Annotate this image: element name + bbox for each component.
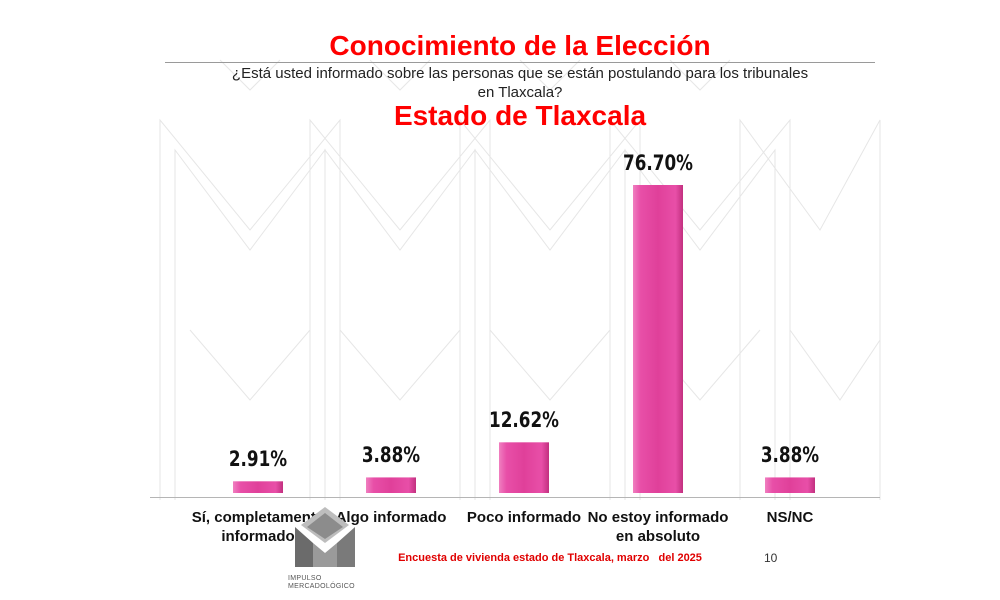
impulso-mercadologico-logo bbox=[295, 507, 355, 567]
value-label-0: 2.91% bbox=[228, 447, 288, 472]
bar-0 bbox=[233, 481, 283, 493]
value-label-3: 76.70% bbox=[623, 151, 693, 175]
bar-4 bbox=[765, 477, 815, 493]
category-label-0-line-1: informado bbox=[221, 528, 295, 545]
category-label-1: Algo informado bbox=[316, 508, 466, 527]
title-divider bbox=[165, 62, 875, 63]
value-label-4: 3.88% bbox=[760, 443, 820, 468]
category-label-0: Sí, completamente informado bbox=[183, 508, 333, 546]
category-label-1-line-0: Algo informado bbox=[335, 509, 447, 526]
question-line-1: ¿Está usted informado sobre las personas… bbox=[231, 65, 809, 82]
category-label-4-line-0: NS/NC bbox=[766, 509, 814, 526]
category-label-4: NS/NC bbox=[715, 508, 865, 527]
logo-text-line-1: IMPULSO bbox=[288, 575, 322, 582]
survey-question: ¿Está usted informado sobre las personas… bbox=[180, 64, 860, 102]
category-label-3-line-1: en absoluto bbox=[615, 528, 701, 545]
survey-source-note: Encuesta de vivienda estado de Tlaxcala,… bbox=[398, 552, 702, 564]
bar-1 bbox=[366, 477, 416, 493]
category-label-3: No estoy informado en absoluto bbox=[583, 508, 733, 546]
question-line-2: en Tlaxcala? bbox=[477, 84, 563, 101]
chart-baseline bbox=[150, 497, 880, 498]
page-number: 10 bbox=[764, 551, 778, 565]
chart-subtitle: Estado de Tlaxcala bbox=[393, 100, 647, 131]
category-label-2: Poco informado bbox=[449, 508, 599, 527]
bar-2 bbox=[499, 442, 549, 493]
value-label-1: 3.88% bbox=[361, 443, 421, 468]
category-label-2-line-0: Poco informado bbox=[466, 509, 582, 526]
page-title: Conocimiento de la Elección bbox=[329, 30, 711, 61]
bar-3 bbox=[633, 185, 683, 493]
category-label-3-line-0: No estoy informado bbox=[587, 509, 729, 526]
value-label-2: 12.62% bbox=[489, 408, 559, 433]
logo-text-line-2: MERCADOLÓGICO bbox=[288, 583, 355, 590]
category-label-0-line-0: Sí, completamente bbox=[191, 509, 325, 526]
